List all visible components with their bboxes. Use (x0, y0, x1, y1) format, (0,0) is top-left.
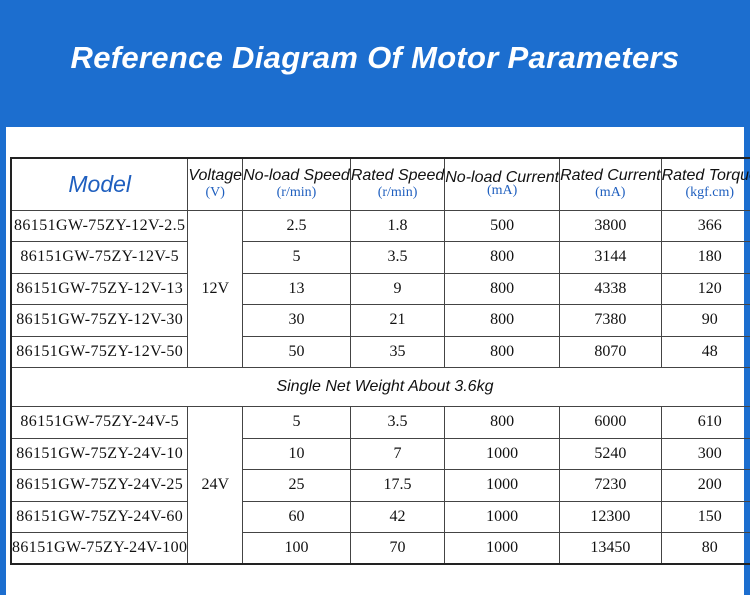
rated-torque-cell: 366 (660, 209, 750, 242)
rated-current-cell: 3800 (559, 209, 662, 242)
rated-speed-cell: 21 (349, 304, 446, 337)
rated-speed-cell: 70 (349, 532, 446, 565)
rated-torque-cell: 300 (660, 437, 750, 470)
rated-torque-cell: 120 (660, 272, 750, 305)
noload-current-cell: 500 (444, 209, 561, 242)
model-cell: 86151GW-75ZY-24V-60 (10, 500, 189, 533)
rated-current-cell: 7230 (559, 469, 662, 502)
rated-current-cell: 8070 (559, 335, 662, 368)
table-row: 86151GW-75ZY-12V-13 13 9 800 4338 120 (10, 272, 750, 305)
noload-speed-cell: 60 (242, 500, 351, 533)
rated-torque-cell: 80 (660, 532, 750, 565)
model-cell: 86151GW-75ZY-24V-100 (10, 532, 189, 565)
table-row: 86151GW-75ZY-24V-60 60 42 1000 12300 150 (10, 500, 750, 533)
noload-current-cell: 800 (444, 272, 561, 305)
noload-current-cell: 1000 (444, 437, 561, 470)
noload-current-cell: 1000 (444, 500, 561, 533)
noload-current-cell: 800 (444, 241, 561, 274)
voltage-cell: 12V (187, 209, 244, 368)
model-cell: 86151GW-75ZY-24V-5 (10, 406, 189, 439)
rated-torque-cell: 48 (660, 335, 750, 368)
header-row: Model Voltage (V) No-load Speed (r/min) Ra… (10, 157, 750, 211)
rated-speed-cell: 3.5 (349, 241, 446, 274)
header-rated-speed: Rated Speed (r/min) (349, 157, 446, 211)
page-title: Reference Diagram Of Motor Parameters (70, 40, 680, 75)
rated-torque-cell: 180 (660, 241, 750, 274)
model-cell: 86151GW-75ZY-12V-2.5 (10, 209, 189, 242)
header-noload-speed: No-load Speed (r/min) (242, 157, 351, 211)
table-row: 86151GW-75ZY-24V-5 24V 5 3.5 800 6000 610 (10, 406, 750, 565)
header-noload-current: No-load Current (mA) (444, 157, 561, 211)
rated-torque-cell: 610 (660, 406, 750, 439)
rated-current-cell: 4338 (559, 272, 662, 305)
noload-current-cell: 1000 (444, 469, 561, 502)
model-cell: 86151GW-75ZY-12V-30 (10, 304, 189, 337)
weight-note: Single Net Weight About 3.6kg (10, 367, 750, 407)
noload-current-cell: 800 (444, 304, 561, 337)
noload-speed-cell: 5 (242, 241, 351, 274)
table-row: 86151GW-75ZY-12V-2.5 12V 2.5 1.8 500 3800 366 (10, 209, 750, 368)
table-row: 86151GW-75ZY-12V-50 50 35 800 8070 48 (10, 335, 750, 368)
table-row: 86151GW-75ZY-12V-5 5 3.5 800 3144 180 (10, 241, 750, 274)
table-row: 86151GW-75ZY-24V-25 25 17.5 1000 7230 200 (10, 469, 750, 502)
header-rated-current: Rated Current (mA) (559, 157, 662, 211)
rated-torque-cell: 200 (660, 469, 750, 502)
header-rated-torque: Rated Torque (kgf.cm) (660, 157, 750, 211)
rated-speed-cell: 42 (349, 500, 446, 533)
rated-current-cell: 5240 (559, 437, 662, 470)
noload-speed-cell: 50 (242, 335, 351, 368)
model-cell: 86151GW-75ZY-12V-50 (10, 335, 189, 368)
weight-note-row: Single Net Weight About 3.6kg (10, 367, 750, 407)
model-cell: 86151GW-75ZY-24V-25 (10, 469, 189, 502)
rated-speed-cell: 7 (349, 437, 446, 470)
header-model: Model (10, 157, 189, 211)
header-voltage: Voltage (V) (187, 157, 244, 211)
motor-parameters-table: Model Voltage (V) No-load Speed (r/min) Ra… (10, 157, 750, 565)
rated-speed-cell: 3.5 (349, 406, 446, 439)
noload-speed-cell: 10 (242, 437, 351, 470)
noload-speed-cell: 100 (242, 532, 351, 565)
model-cell: 86151GW-75ZY-12V-13 (10, 272, 189, 305)
rated-current-cell: 7380 (559, 304, 662, 337)
noload-current-cell: 1000 (444, 532, 561, 565)
table-row: 86151GW-75ZY-24V-100 100 70 1000 13450 80 (10, 532, 750, 565)
table-row: 86151GW-75ZY-12V-30 30 21 800 7380 90 (10, 304, 750, 337)
rated-current-cell: 6000 (559, 406, 662, 439)
noload-speed-cell: 2.5 (242, 209, 351, 242)
rated-current-cell: 13450 (559, 532, 662, 565)
rated-current-cell: 3144 (559, 241, 662, 274)
rated-speed-cell: 17.5 (349, 469, 446, 502)
table-row: 86151GW-75ZY-24V-10 10 7 1000 5240 300 (10, 437, 750, 470)
rated-speed-cell: 35 (349, 335, 446, 368)
voltage-cell: 24V (187, 406, 244, 565)
rated-torque-cell: 150 (660, 500, 750, 533)
model-cell: 86151GW-75ZY-12V-5 (10, 241, 189, 274)
noload-speed-cell: 5 (242, 406, 351, 439)
rated-speed-cell: 1.8 (349, 209, 446, 242)
noload-speed-cell: 30 (242, 304, 351, 337)
noload-speed-cell: 13 (242, 272, 351, 305)
noload-current-cell: 800 (444, 406, 561, 439)
rated-current-cell: 12300 (559, 500, 662, 533)
rated-speed-cell: 9 (349, 272, 446, 305)
model-cell: 86151GW-75ZY-24V-10 (10, 437, 189, 470)
rated-torque-cell: 90 (660, 304, 750, 337)
noload-current-cell: 800 (444, 335, 561, 368)
noload-speed-cell: 25 (242, 469, 351, 502)
